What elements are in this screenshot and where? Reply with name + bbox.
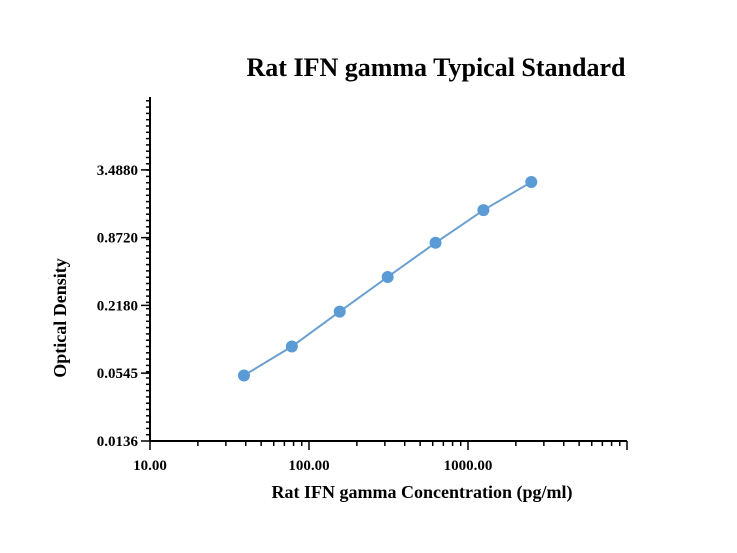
y-axis: 0.0136 0.0545 0.2180 0.8720 3.4880 xyxy=(97,97,151,450)
x-tick-label: 100.00 xyxy=(288,458,329,474)
y-tick-label: 0.0545 xyxy=(97,366,138,382)
data-point xyxy=(381,270,394,283)
y-tick-label: 3.4880 xyxy=(97,163,138,179)
data-point xyxy=(237,369,250,382)
x-tick-label: 1000.00 xyxy=(444,458,493,474)
y-tick-label: 0.0136 xyxy=(97,434,139,450)
data-point xyxy=(285,340,298,353)
y-tick-label: 0.8720 xyxy=(97,231,138,247)
x-tick-label: 10.00 xyxy=(133,458,167,474)
chart-title: Rat IFN gamma Typical Standard xyxy=(247,53,626,82)
data-point xyxy=(429,236,442,249)
data-point xyxy=(333,305,346,318)
x-axis: 10.00 100.00 1000.00 xyxy=(133,440,628,474)
x-axis-label: Rat IFN gamma Concentration (pg/ml) xyxy=(272,482,573,503)
y-axis-label: Optical Density xyxy=(50,258,70,378)
data-point xyxy=(525,176,538,189)
y-tick-label: 0.2180 xyxy=(97,298,138,314)
plot-area xyxy=(237,176,538,382)
data-point xyxy=(477,204,490,217)
